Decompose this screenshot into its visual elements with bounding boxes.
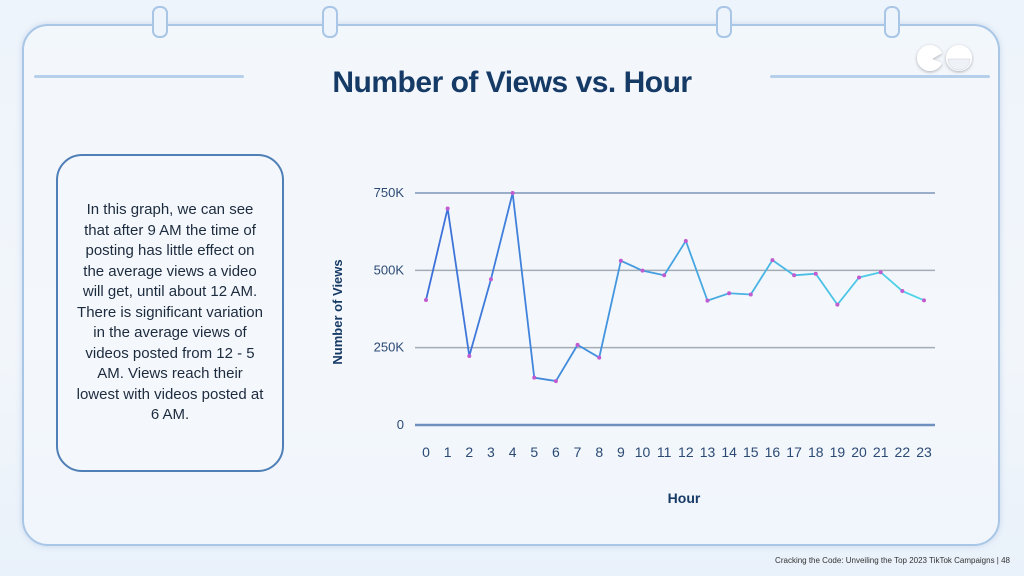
explanation-box: In this graph, we can see that after 9 A… [56,154,284,472]
footer-text: Cracking the Code: Unveiling the Top 202… [775,556,1010,565]
data-point [857,275,862,280]
data-point [553,379,558,384]
data-point [618,258,623,263]
explanation-text: In this graph, we can see that after 9 A… [76,201,264,424]
y-tick-label: 750K [374,185,405,200]
x-tick-label: 23 [916,444,932,460]
data-point [900,289,905,294]
binder-ring-icon [884,6,900,38]
x-tick-label: 16 [765,444,781,460]
x-tick-label: 5 [530,444,538,460]
x-tick-label: 21 [873,444,889,460]
x-axis-label: Hour [668,490,701,506]
x-tick-label: 22 [895,444,911,460]
x-tick-label: 18 [808,444,824,460]
data-point [640,268,645,273]
data-point [727,291,732,296]
data-point [662,273,667,278]
data-point [683,238,688,243]
x-tick-label: 19 [830,444,846,460]
y-tick-label: 0 [397,417,404,432]
data-point [445,206,450,211]
data-point [792,273,797,278]
data-point [424,298,428,303]
data-point [510,191,515,195]
x-tick-label: 2 [465,444,473,460]
divider [34,75,244,78]
data-point [748,292,753,297]
divider [770,75,990,78]
data-point [467,354,472,359]
binder-ring-icon [716,6,732,38]
x-tick-label: 10 [635,444,651,460]
x-tick-label: 0 [422,444,430,460]
x-tick-label: 6 [552,444,560,460]
data-point [597,355,602,360]
data-point [922,298,926,303]
data-point [705,298,710,303]
data-point [488,277,493,282]
x-tick-label: 8 [595,444,603,460]
data-point [532,375,537,380]
x-tick-label: 12 [678,444,694,460]
data-point [813,271,818,276]
data-point [575,342,580,347]
x-tick-label: 4 [509,444,517,460]
data-point [835,302,840,307]
page-title: Number of Views vs. Hour [332,66,692,99]
data-point [770,258,775,263]
data-point [878,270,883,275]
x-tick-label: 13 [700,444,716,460]
binder-ring-icon [322,6,338,38]
binder-ring-icon [152,6,168,38]
y-tick-label: 500K [374,262,405,277]
x-tick-label: 20 [851,444,867,460]
y-axis-label: Number of Views [330,259,345,364]
x-tick-label: 7 [574,444,582,460]
x-tick-label: 11 [657,444,672,460]
x-tick-label: 17 [786,444,802,460]
x-tick-label: 15 [743,444,759,460]
y-tick-label: 250K [374,340,405,355]
x-tick-label: 14 [721,444,737,460]
x-tick-label: 9 [617,444,625,460]
x-tick-label: 1 [444,444,452,460]
series-line [425,192,925,383]
pacman-eyes-logo-icon [917,45,972,71]
x-tick-label: 3 [487,444,495,460]
